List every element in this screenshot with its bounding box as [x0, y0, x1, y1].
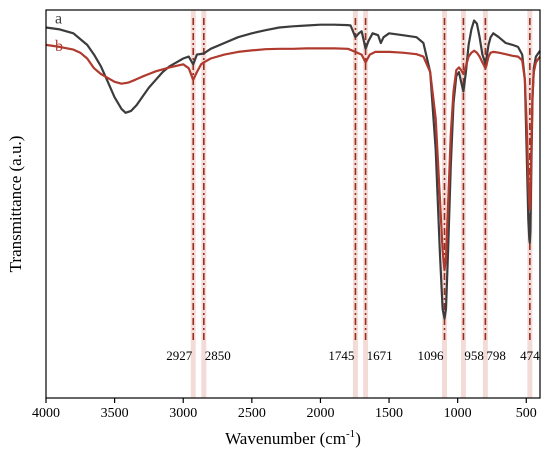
x-axis-label: Wavenumber (cm-1): [225, 428, 361, 448]
series-line-b: [45, 43, 541, 272]
series-label-a: a: [55, 10, 62, 27]
series-line-a: [45, 19, 541, 320]
annotation-label: 2850: [205, 348, 231, 363]
x-tick-label: 1000: [444, 406, 472, 421]
annotation-lines: [190, 10, 533, 398]
series-label-b: b: [55, 38, 63, 55]
series-layer: [45, 19, 541, 320]
x-tick-label: 3500: [101, 406, 129, 421]
x-tick-label: 500: [516, 406, 537, 421]
x-tick-label: 4000: [32, 406, 60, 421]
annotation-label: 798: [486, 348, 506, 363]
series-labels: ab: [55, 10, 63, 54]
annotation-label: 1096: [417, 348, 444, 363]
annotation-label: 958: [464, 348, 484, 363]
plot-frame: [45, 9, 541, 399]
x-tick-label: 2000: [306, 406, 334, 421]
annotation-label: 474: [520, 348, 540, 363]
x-axis: 4000 3500 3000 2500 2000 1500 1000 500: [32, 398, 537, 421]
x-tick-label: 1500: [375, 406, 403, 421]
x-tick-label: 2500: [238, 406, 266, 421]
y-axis-label: Transmittance (a.u.): [6, 136, 25, 273]
annotation-label: 1745: [328, 348, 354, 363]
annotation-label: 2927: [166, 348, 193, 363]
annotation-labels: 2927 2850 1745 1671 1096 958 798 474: [166, 348, 540, 363]
annotation-label: 1671: [367, 348, 393, 363]
x-tick-label: 3000: [169, 406, 197, 421]
